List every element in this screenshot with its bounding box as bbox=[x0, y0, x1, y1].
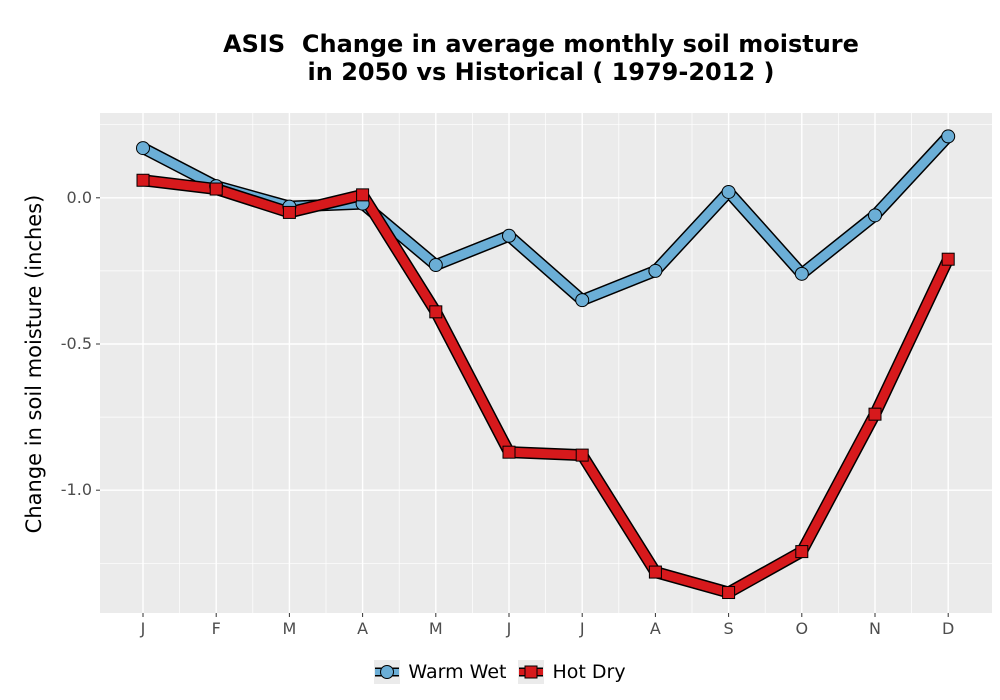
data-point-hot-dry bbox=[502, 445, 516, 459]
legend-label-hot-dry: Hot Dry bbox=[552, 661, 626, 683]
legend-label-warm-wet: Warm Wet bbox=[408, 661, 507, 683]
legend-key-square-icon bbox=[518, 660, 545, 684]
data-point-warm-wet bbox=[794, 266, 809, 281]
series-group bbox=[136, 129, 956, 600]
x-tick-label: O bbox=[796, 619, 809, 638]
data-point-hot-dry bbox=[648, 565, 662, 579]
x-tick-label: J bbox=[140, 619, 146, 638]
data-point-hot-dry bbox=[429, 305, 443, 319]
x-tick-label: A bbox=[357, 619, 368, 638]
data-point-warm-wet bbox=[868, 208, 882, 223]
x-tick-label: J bbox=[579, 619, 585, 638]
x-tick-label: M bbox=[282, 619, 296, 638]
data-point-warm-wet bbox=[648, 263, 663, 278]
chart-title: ASIS Change in average monthly soil mois… bbox=[100, 30, 982, 86]
data-point-hot-dry bbox=[575, 448, 589, 462]
data-point-hot-dry bbox=[941, 252, 955, 266]
x-tick-label: A bbox=[650, 619, 661, 638]
data-point-hot-dry bbox=[722, 586, 736, 600]
y-tick-label: -0.5 bbox=[61, 334, 92, 353]
x-tick-label: M bbox=[429, 619, 443, 638]
data-point-hot-dry bbox=[209, 182, 223, 196]
data-point-warm-wet bbox=[502, 228, 516, 243]
x-tick-label: N bbox=[869, 619, 881, 638]
y-axis-ticks: 0.0 -0.5 -1.0 bbox=[61, 188, 100, 499]
data-point-hot-dry bbox=[136, 173, 150, 187]
x-tick-label: F bbox=[212, 619, 221, 638]
x-tick-label: D bbox=[942, 619, 954, 638]
legend-item-hot-dry: Hot Dry bbox=[518, 660, 626, 684]
data-point-warm-wet bbox=[941, 129, 956, 144]
y-tick-label: 0.0 bbox=[67, 188, 92, 207]
y-tick-label: -1.0 bbox=[61, 480, 92, 499]
x-tick-label: J bbox=[506, 619, 512, 638]
data-point-warm-wet bbox=[136, 141, 150, 156]
data-point-hot-dry bbox=[282, 205, 296, 219]
legend: Warm Wet Hot Dry bbox=[0, 660, 1000, 684]
chart-title-line-1: ASIS Change in average monthly soil mois… bbox=[223, 30, 859, 58]
legend-key-circle-icon bbox=[374, 660, 401, 684]
data-point-warm-wet bbox=[575, 293, 590, 308]
data-point-hot-dry bbox=[868, 407, 882, 421]
chart-title-line-2: in 2050 vs Historical ( 1979-2012 ) bbox=[307, 58, 775, 86]
data-point-hot-dry bbox=[356, 188, 370, 202]
data-point-warm-wet bbox=[721, 184, 736, 199]
data-point-hot-dry bbox=[795, 545, 809, 559]
series-line-hot-dry bbox=[138, 175, 953, 598]
data-point-warm-wet bbox=[428, 258, 443, 273]
legend-item-warm-wet: Warm Wet bbox=[374, 660, 506, 684]
x-tick-label: S bbox=[724, 619, 734, 638]
